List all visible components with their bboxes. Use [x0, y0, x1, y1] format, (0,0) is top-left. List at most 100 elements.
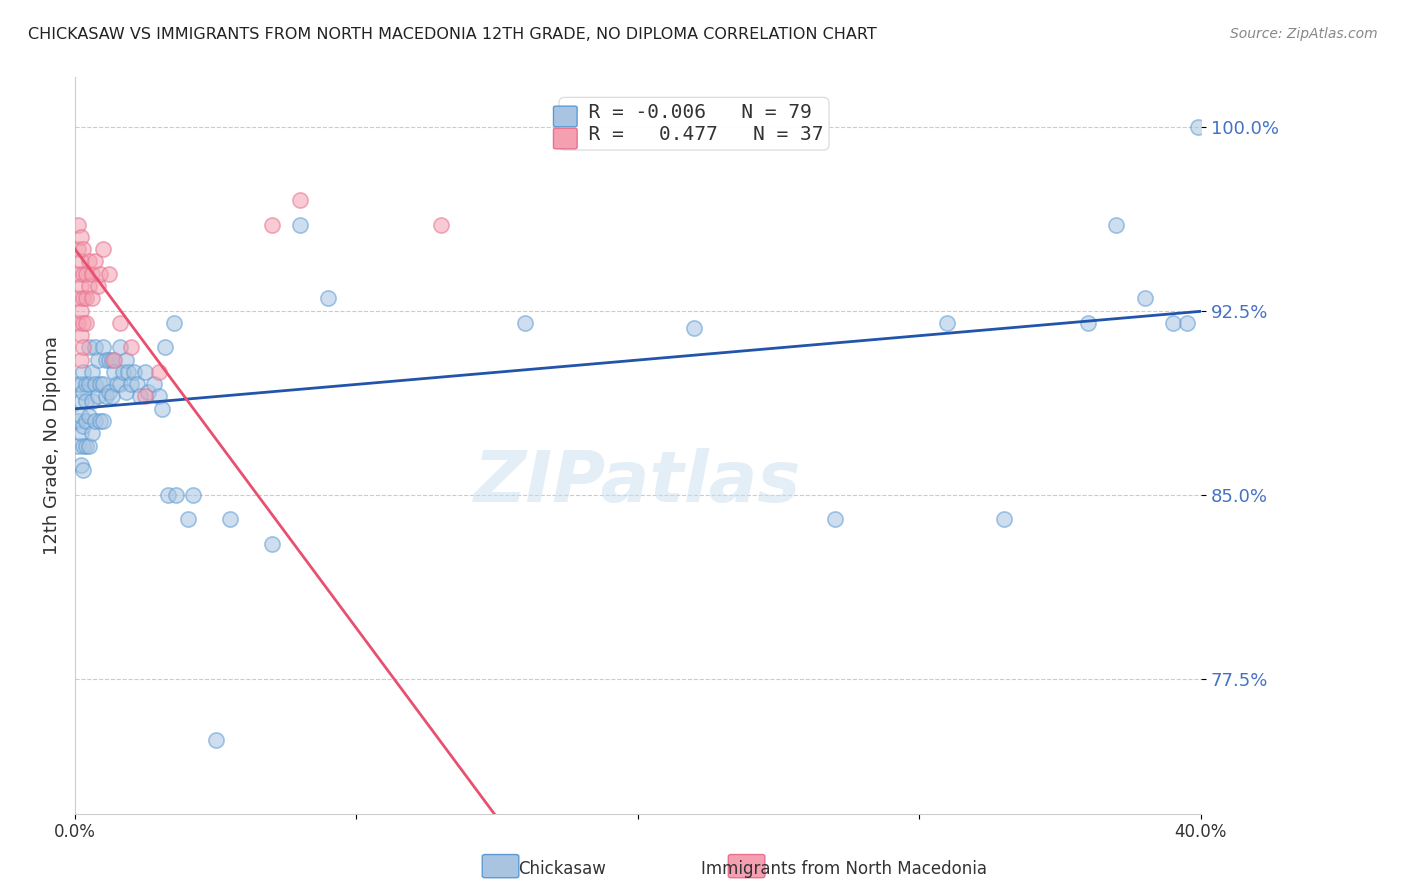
Point: [100, 389, 122, 403]
Point: [91, 414, 114, 428]
Point: [83, 254, 105, 268]
Point: [1133, 291, 1156, 305]
Point: [80, 426, 103, 441]
Point: [75, 291, 97, 305]
Point: [66, 291, 89, 305]
Point: [122, 365, 145, 379]
Point: [83, 340, 105, 354]
Point: [103, 365, 125, 379]
Point: [515, 316, 537, 330]
Point: [91, 242, 114, 256]
Point: [120, 340, 142, 354]
Text: CHICKASAW VS IMMIGRANTS FROM NORTH MACEDONIA 12TH GRADE, NO DIPLOMA CORRELATION : CHICKASAW VS IMMIGRANTS FROM NORTH MACED…: [28, 27, 877, 42]
Point: [77, 377, 100, 392]
Point: [1161, 316, 1184, 330]
FancyBboxPatch shape: [554, 128, 576, 149]
Point: [72, 463, 94, 477]
Point: [142, 377, 165, 392]
Point: [72, 365, 94, 379]
Point: [69, 328, 91, 343]
Point: [66, 242, 89, 256]
Point: [69, 303, 91, 318]
Point: [72, 384, 94, 399]
Point: [66, 218, 89, 232]
Point: [97, 267, 120, 281]
Point: [136, 384, 159, 399]
Point: [69, 409, 91, 423]
Point: [1105, 218, 1128, 232]
Point: [1187, 120, 1209, 134]
Point: [72, 267, 94, 281]
Point: [108, 340, 131, 354]
Point: [150, 401, 173, 416]
FancyBboxPatch shape: [728, 855, 765, 878]
Point: [77, 279, 100, 293]
Point: [69, 426, 91, 441]
Point: [66, 414, 89, 428]
Point: [318, 291, 340, 305]
Point: [204, 733, 226, 747]
Point: [97, 384, 120, 399]
Point: [75, 316, 97, 330]
Point: [72, 291, 94, 305]
Point: [72, 438, 94, 452]
Point: [993, 512, 1015, 526]
Point: [86, 352, 108, 367]
Point: [80, 291, 103, 305]
Point: [288, 218, 311, 232]
Point: [75, 414, 97, 428]
Text: R = -0.006   N = 79
  R =   0.477   N = 37: R = -0.006 N = 79 R = 0.477 N = 37: [565, 103, 824, 145]
Text: Chickasaw: Chickasaw: [519, 860, 606, 878]
Point: [77, 438, 100, 452]
Point: [66, 316, 89, 330]
Point: [111, 365, 134, 379]
Point: [1077, 316, 1099, 330]
Point: [69, 352, 91, 367]
Point: [72, 242, 94, 256]
Point: [86, 389, 108, 403]
Point: [148, 389, 170, 403]
Point: [89, 267, 111, 281]
Point: [69, 230, 91, 244]
Point: [83, 414, 105, 428]
Point: [72, 316, 94, 330]
Point: [75, 438, 97, 452]
Point: [69, 279, 91, 293]
Point: [125, 377, 148, 392]
Point: [108, 377, 131, 392]
Point: [117, 365, 139, 379]
Point: [89, 414, 111, 428]
Point: [824, 512, 846, 526]
Point: [80, 267, 103, 281]
FancyBboxPatch shape: [554, 106, 576, 127]
Point: [683, 320, 706, 334]
Point: [66, 377, 89, 392]
Point: [77, 409, 100, 423]
Point: [134, 389, 156, 403]
Point: [260, 536, 283, 550]
Point: [89, 377, 111, 392]
Point: [86, 279, 108, 293]
Point: [1175, 316, 1198, 330]
Point: [176, 512, 198, 526]
Point: [69, 254, 91, 268]
Point: [75, 377, 97, 392]
Point: [69, 377, 91, 392]
Point: [94, 389, 117, 403]
Point: [936, 316, 959, 330]
Point: [103, 352, 125, 367]
Point: [100, 352, 122, 367]
Point: [108, 316, 131, 330]
Point: [114, 384, 136, 399]
FancyBboxPatch shape: [482, 855, 519, 878]
Point: [72, 340, 94, 354]
Point: [114, 352, 136, 367]
Point: [128, 389, 150, 403]
Point: [91, 340, 114, 354]
Point: [75, 267, 97, 281]
Point: [94, 352, 117, 367]
Point: [181, 487, 204, 501]
Point: [80, 394, 103, 409]
Point: [288, 193, 311, 207]
Point: [162, 316, 184, 330]
